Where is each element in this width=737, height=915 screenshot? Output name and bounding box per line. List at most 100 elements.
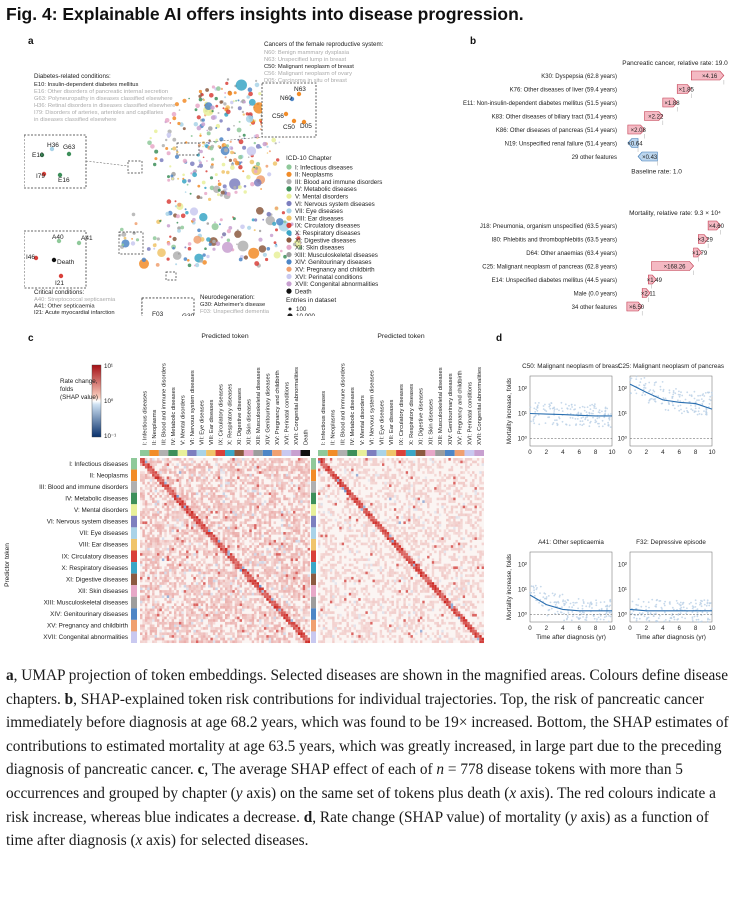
heatmap-left-cell [210,534,213,538]
heatmap-left-cell [169,550,172,554]
heatmap-left-cell [229,606,233,609]
heatmap-left-cell [195,465,199,469]
heatmap-left-cell [140,613,143,617]
umap-point [197,143,201,147]
heatmap-right-cell [453,526,456,530]
heatmap-left-cell [293,569,296,572]
heatmap-left-cell [178,613,182,617]
umap-point [266,152,269,154]
heatmap-right-cell [472,484,475,488]
heatmap-left-cell [249,592,252,596]
heatmap-left-cell [195,569,199,572]
heatmap-left-cell [259,542,262,546]
heatmap-left-cell [208,592,211,596]
heatmap-left-cell [266,576,269,580]
heatmap-left-cell [222,502,226,506]
umap-point [161,144,165,148]
heatmap-left-cell [225,484,228,488]
heatmap-left-cell [215,502,218,506]
heatmap-right-cell [348,492,352,496]
heatmap-right-cell [427,510,430,514]
heatmap-left-cell [256,640,260,644]
heatmap-left-cell [147,613,150,617]
heatmap-left-cell [266,532,269,535]
heatmap-right-cell [348,489,352,493]
heatmap-right-cell [479,497,482,501]
heatmap-left-cell [154,495,158,498]
heatmap-left-cell [271,516,274,519]
heatmap-right-cell [450,484,454,488]
heatmap-right-cell [408,487,411,490]
heatmap-left-cell [157,608,160,612]
umap-point [224,148,228,153]
heatmap-right-cell [367,516,371,519]
umap-point [246,95,250,99]
heatmap-left-cell [280,545,284,548]
heatmap-left-cell [161,542,165,546]
heatmap-left-cell [191,587,194,591]
heatmap-left-cell [183,505,187,509]
heatmap-left-cell [283,513,286,517]
heatmap-left-cell [193,513,196,517]
heatmap-left-cell [186,606,189,609]
heatmap-left-cell [147,584,150,588]
heatmap-left-cell [271,513,274,517]
heatmap-left-cell [144,569,148,572]
heatmap-left-cell [149,489,153,493]
heatmap-left-cell [237,590,240,593]
size-legend-title: Entries in dataset [286,297,336,304]
heatmap-left-cell [140,492,143,496]
heatmap-left-cell [295,613,298,617]
heatmap-right-cell [398,508,401,511]
heatmap-right-cell [346,497,349,501]
heatmap-right-cell [434,489,437,493]
heatmap-right-column-label-chapter-bar [474,450,484,456]
heatmap-left-cell [256,619,260,622]
heatmap-left-cell [273,592,277,596]
heatmap-left-cell [159,576,162,580]
heatmap-left-cell [302,481,306,485]
heatmap-left-cell [242,487,245,490]
heatmap-left-cell [278,463,281,466]
heatmap-left-cell [191,479,194,482]
heatmap-left-cell [186,532,189,535]
critical-box-point-label: I21 [55,280,64,287]
umap-point [262,141,267,147]
diabetes-box-point-label: H36 [47,142,59,149]
heatmap-right-cell [372,516,375,519]
heatmap-left-cell [169,526,172,530]
heatmap-left-cell [149,587,153,591]
heatmap-left-cell [266,571,269,575]
heatmap-left-cell [268,484,272,488]
heatmap-left-cell [254,558,257,562]
heatmap-right-cell [332,492,335,496]
heatmap-left-cell [244,561,247,564]
heatmap-right-cell [351,492,354,496]
heatmap-left-cell [307,539,311,543]
heatmap-right-cell [467,516,470,519]
heatmap-left-cell [208,510,211,514]
heatmap-left-cell [225,584,228,588]
heatmap-left-cell [186,624,189,628]
umap-point [223,102,227,106]
heatmap-left-cell [261,561,264,564]
heatmap-left-cell [203,640,206,644]
heatmap-left-cell [305,463,308,466]
heatmap-left-cell [290,606,294,609]
heatmap-left-cell [305,529,308,533]
heatmap-left-cell [242,473,245,477]
umap-point [230,147,234,150]
heatmap-left-cell [144,613,148,617]
heatmap-left-cell [220,465,223,469]
heatmap-right-cell [460,508,463,511]
heatmap-left-cell [234,576,238,580]
heatmap-right-cell [422,487,425,490]
heatmap-left-cell [239,608,243,612]
heatmap-left-cell [249,619,252,622]
heatmap-left-cell [215,479,218,482]
heatmap-left-cell [297,624,301,628]
umap-point [156,237,160,241]
heatmap-left-cell [251,481,255,485]
heatmap-right-cell [431,471,435,474]
heatmap-left-cell [232,576,235,580]
